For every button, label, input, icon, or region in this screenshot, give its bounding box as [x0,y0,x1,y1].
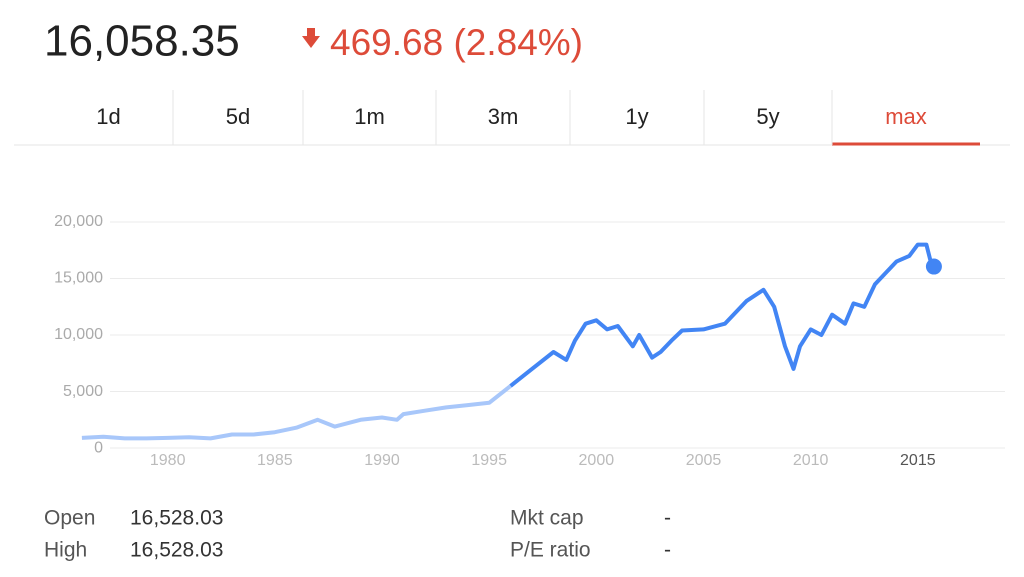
tab[interactable]: 1d [96,104,120,129]
x-tick-label: 1995 [471,452,507,469]
price-change: 469.68 (2.84%) [330,22,583,63]
price-line [81,384,512,441]
y-tick-label: 20,000 [54,213,103,230]
tab[interactable]: 5d [226,104,250,129]
stat-value: 16,528.03 [130,539,223,562]
tab[interactable]: 1m [354,104,385,129]
y-tick-label: 10,000 [54,326,103,343]
stat-label: Open [44,507,95,530]
x-tick-label: 1985 [257,452,293,469]
stat-value: 16,528.03 [130,507,223,530]
price: 16,058.35 [44,17,240,66]
y-tick-label: 5,000 [63,383,103,400]
x-tick-label: 2000 [579,452,615,469]
current-point [925,258,942,275]
stat-value: - [664,507,671,530]
tab[interactable]: 3m [488,104,519,129]
tab-bar: 1d 5d 1m 3m 1y 5y max [96,90,980,146]
stat-label: High [44,539,87,562]
tab[interactable]: max [885,104,927,129]
stat-value: - [664,539,671,562]
chart: 0 5,000 10,000 15,000 20,000 1980 1985 1990 1995… [54,213,1005,469]
x-tick-label: 1980 [150,452,186,469]
tab[interactable]: 1y [625,104,648,129]
tab[interactable]: 5y [756,104,779,129]
stat-label: Mkt cap [510,507,584,530]
stats: Open 16,528.03 High 16,528.03 Mkt cap - P/E ra… [44,507,671,562]
y-tick-label: 15,000 [54,270,103,287]
y-tick-label: 0 [94,439,103,456]
x-tick-label: 2005 [686,452,722,469]
x-tick-label: 2010 [793,452,829,469]
stat-label: P/E ratio [510,539,591,562]
down-arrow-icon [302,28,320,48]
x-tick-label: 2015 [900,452,936,469]
x-tick-label: 1990 [364,452,400,469]
price-line [509,242,936,388]
